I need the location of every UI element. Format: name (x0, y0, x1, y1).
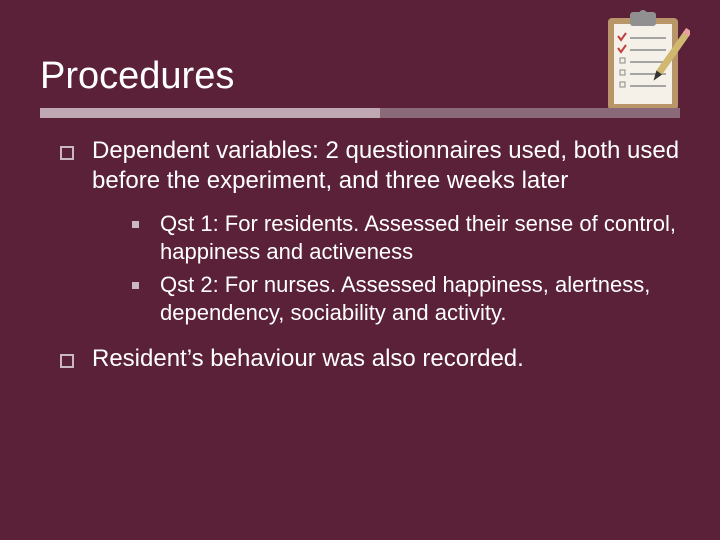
bullet-item: Resident’s behaviour was also recorded. (60, 344, 680, 374)
title-rule (40, 108, 680, 122)
clipboard-icon (600, 8, 690, 118)
bullet-text: Dependent variables: 2 questionnaires us… (92, 137, 679, 194)
sub-bullet-item: Qst 1: For residents. Assessed their sen… (132, 210, 680, 265)
sub-bullet-text: Qst 1: For residents. Assessed their sen… (160, 211, 676, 264)
bullet-text: Resident’s behaviour was also recorded. (92, 345, 524, 372)
sub-bullet-text: Qst 2: For nurses. Assessed happiness, a… (160, 272, 650, 325)
bullet-item: Dependent variables: 2 questionnaires us… (60, 136, 680, 326)
sub-bullet-item: Qst 2: For nurses. Assessed happiness, a… (132, 271, 680, 326)
slide-body: Dependent variables: 2 questionnaires us… (0, 136, 720, 374)
slide-title: Procedures (40, 55, 680, 98)
